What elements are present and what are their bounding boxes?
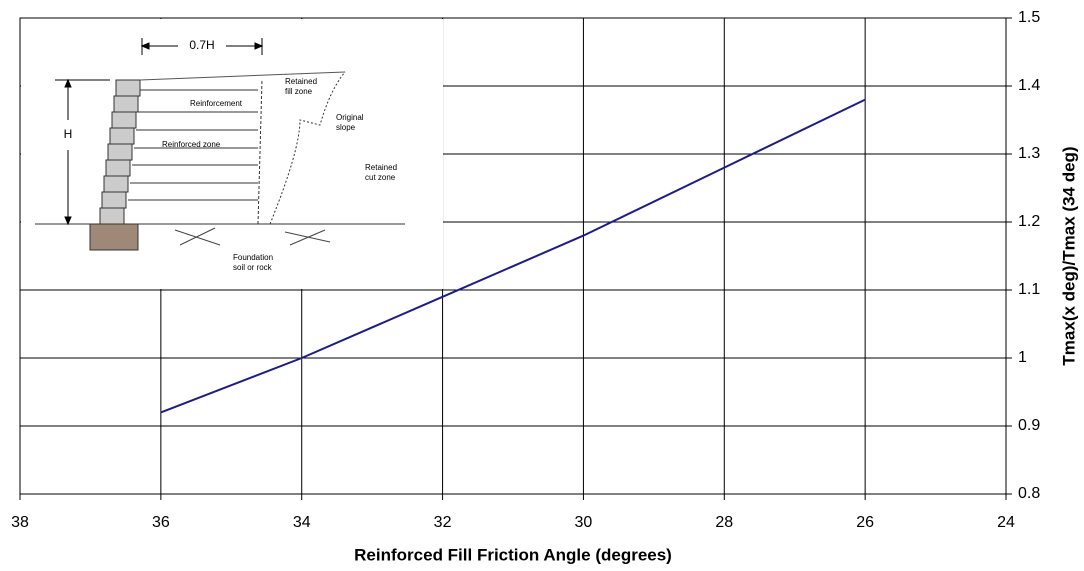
annotation: Retained (285, 77, 317, 86)
y-tick-label: 1.3 (1018, 145, 1040, 162)
wall-blocks (99, 79, 141, 225)
annotation: H (64, 127, 73, 141)
x-tick-label: 34 (293, 514, 311, 531)
y-tick-label: 0.9 (1018, 417, 1040, 434)
annotation: Reinforced zone (162, 140, 221, 149)
annotation: Retained (365, 163, 397, 172)
inset-background (21, 19, 443, 289)
y-tick-label: 1.5 (1018, 9, 1040, 26)
x-tick-label: 28 (715, 514, 733, 531)
y-tick-label: 0.8 (1018, 485, 1040, 502)
y-tick-label: 1.2 (1018, 213, 1040, 230)
x-axis-title: Reinforced Fill Friction Angle (degrees) (354, 545, 672, 564)
y-tick-label: 1.1 (1018, 281, 1040, 298)
annotation: Reinforcement (190, 99, 243, 108)
grid (19, 17, 1007, 495)
foundation-hatch (174, 227, 331, 246)
annotation: Original (336, 113, 364, 122)
reinforcement (128, 89, 258, 201)
annotation: 0.7H (189, 38, 214, 52)
annotation: cut zone (365, 173, 396, 182)
y-axis-title: Tmax(x deg)/Tmax (34 deg) (1059, 146, 1078, 365)
original-slope (269, 71, 346, 225)
data-line (160, 98, 866, 414)
dimension-arrows (55, 38, 264, 226)
x-tick-label: 38 (11, 514, 29, 531)
x-tick-label: 24 (997, 514, 1015, 531)
x-tick-label: 30 (575, 514, 593, 531)
footing (89, 223, 139, 251)
inset-diagram: 0.7H H Reinforcement Retained fill zone … (21, 19, 443, 289)
x-tick-label: 26 (856, 514, 874, 531)
annotation: slope (336, 123, 356, 132)
top-surface (139, 71, 346, 81)
annotation: Foundation (233, 253, 273, 262)
x-tick-label: 32 (434, 514, 452, 531)
y-tick-label: 1.4 (1018, 77, 1040, 94)
x-tick-label: 36 (152, 514, 170, 531)
reinforced-zone-boundary (257, 79, 263, 225)
y-tick-label: 1 (1018, 349, 1027, 366)
annotation: fill zone (285, 87, 313, 96)
annotation: soil or rock (233, 263, 273, 272)
plot-frame (19, 17, 1007, 495)
